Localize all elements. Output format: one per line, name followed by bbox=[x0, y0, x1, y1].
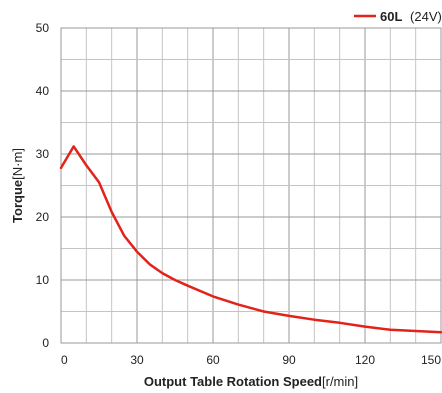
x-tick-label: 90 bbox=[282, 353, 296, 367]
series-line-60l bbox=[59, 145, 442, 334]
y-axis-title: Torque[N·m] bbox=[10, 148, 25, 223]
y-tick-label: 0 bbox=[42, 336, 49, 350]
x-tick-label: 0 bbox=[61, 353, 68, 367]
grid bbox=[61, 28, 441, 343]
series-lines bbox=[59, 145, 442, 334]
y-tick-label: 10 bbox=[36, 273, 50, 287]
x-tick-label: 30 bbox=[130, 353, 144, 367]
tick-labels: 0 30 60 90 120 150 0 10 20 30 40 50 bbox=[36, 21, 442, 367]
x-axis-title-unit: [r/min] bbox=[322, 374, 358, 389]
legend-series-name: 60L bbox=[380, 9, 402, 24]
x-axis-title: Output Table Rotation Speed[r/min] bbox=[144, 374, 358, 389]
legend-series-voltage: (24V) bbox=[410, 9, 442, 24]
plot-frame bbox=[60, 27, 442, 344]
legend-label: 60L (24V) bbox=[380, 9, 442, 24]
y-tick-label: 40 bbox=[36, 84, 50, 98]
x-tick-label: 120 bbox=[355, 353, 375, 367]
x-tick-label: 150 bbox=[421, 353, 441, 367]
y-tick-label: 30 bbox=[36, 147, 50, 161]
y-tick-label: 20 bbox=[36, 210, 50, 224]
y-axis-title-unit: [N·m] bbox=[10, 148, 25, 180]
x-tick-label: 60 bbox=[206, 353, 220, 367]
y-tick-label: 50 bbox=[36, 21, 50, 35]
y-axis-title-main: Torque bbox=[10, 180, 25, 223]
legend: 60L (24V) bbox=[354, 9, 442, 24]
x-axis-title-main: Output Table Rotation Speed bbox=[144, 374, 322, 389]
